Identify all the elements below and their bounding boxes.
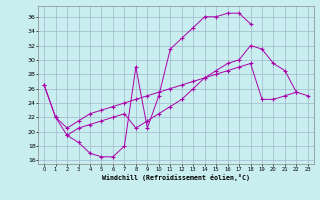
X-axis label: Windchill (Refroidissement éolien,°C): Windchill (Refroidissement éolien,°C) bbox=[102, 174, 250, 181]
